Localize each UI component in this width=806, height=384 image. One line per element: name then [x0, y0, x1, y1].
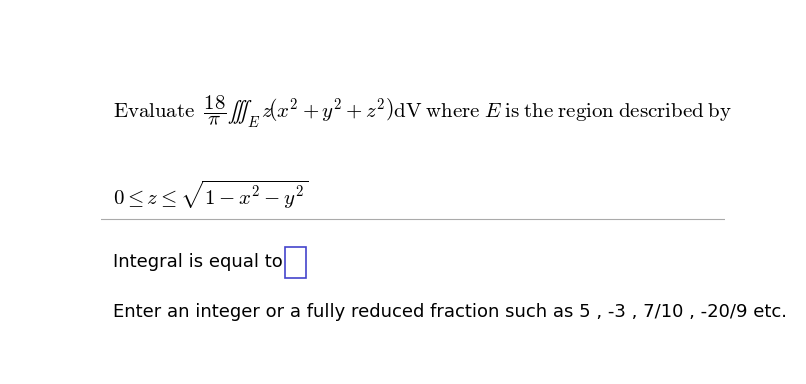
- Text: $\mathrm{Evaluate}\;\;\dfrac{18}{\pi}\iiint_{E}\, z\!\left(x^2+y^2+z^2\right)\ma: $\mathrm{Evaluate}\;\;\dfrac{18}{\pi}\ii…: [113, 93, 733, 130]
- Bar: [285, 247, 306, 278]
- Text: $0 \leq z \leq \sqrt{1-x^2-y^2}$: $0 \leq z \leq \sqrt{1-x^2-y^2}$: [113, 179, 309, 211]
- Text: Integral is equal to: Integral is equal to: [113, 253, 283, 271]
- Text: Enter an integer or a fully reduced fraction such as 5 , -3 , 7/10 , -20/9 etc.: Enter an integer or a fully reduced frac…: [113, 303, 787, 321]
